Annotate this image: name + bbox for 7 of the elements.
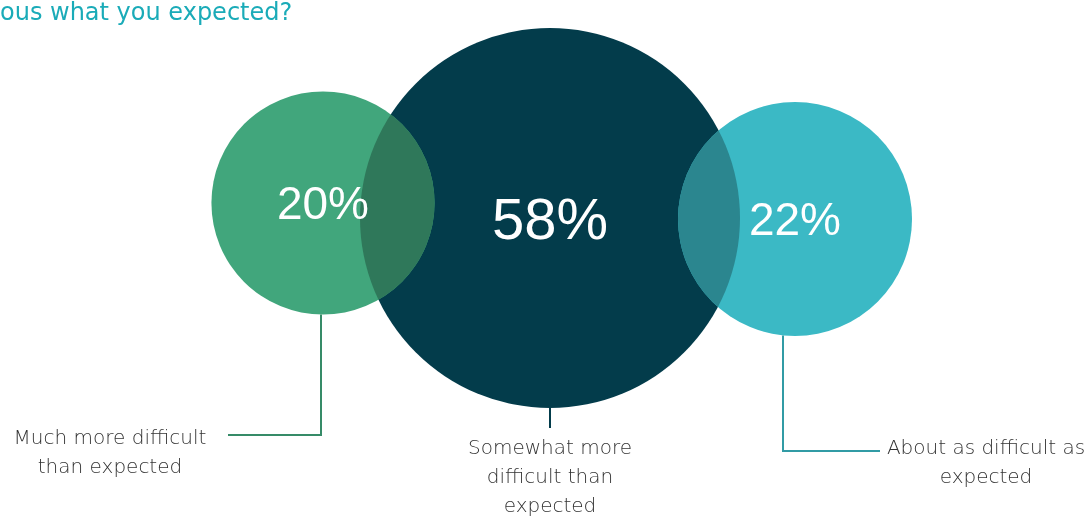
- category-label: Somewhat more difficult than expected: [467, 435, 633, 517]
- text: ous what you expected?: [0, 0, 293, 26]
- data-label: 22%: [748, 193, 842, 245]
- data-label: 20%: [276, 177, 370, 229]
- category-label: Much more difficult than expected: [13, 425, 207, 478]
- category-label: About as difficult as expected: [886, 435, 1086, 488]
- data-label: 58%: [491, 185, 609, 251]
